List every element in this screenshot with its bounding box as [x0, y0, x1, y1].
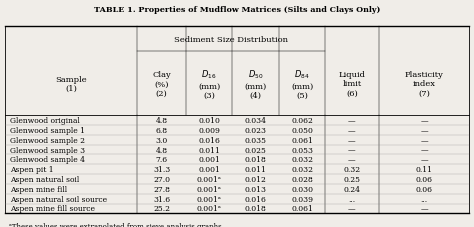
Text: 4.8: 4.8 [155, 146, 168, 154]
Text: 0.032: 0.032 [291, 156, 313, 164]
Text: 0.018: 0.018 [245, 205, 266, 212]
Text: 0.001ᵃ: 0.001ᵃ [197, 195, 221, 203]
Text: 0.25: 0.25 [344, 175, 360, 183]
Text: 31.6: 31.6 [153, 195, 170, 203]
Text: 0.028: 0.028 [291, 175, 313, 183]
Text: Glenwood original: Glenwood original [10, 117, 80, 125]
Text: Sample
(1): Sample (1) [55, 75, 87, 93]
Text: 0.11: 0.11 [416, 165, 432, 173]
Text: Aspen pit 1: Aspen pit 1 [10, 165, 54, 173]
Text: 0.039: 0.039 [291, 195, 313, 203]
Text: Glenwood sample 2: Glenwood sample 2 [10, 136, 85, 144]
Text: 0.016: 0.016 [245, 195, 266, 203]
Text: Clay
(%)
(2): Clay (%) (2) [152, 71, 171, 97]
Text: 0.062: 0.062 [291, 117, 313, 125]
Text: —: — [348, 146, 356, 154]
Text: 0.016: 0.016 [198, 136, 220, 144]
Text: —: — [348, 126, 356, 134]
Text: 0.24: 0.24 [344, 185, 360, 193]
Text: —: — [420, 156, 428, 164]
Text: 0.001ᵃ: 0.001ᵃ [197, 185, 221, 193]
Text: ...: ... [348, 195, 356, 203]
Text: 0.011: 0.011 [245, 165, 266, 173]
Text: 0.009: 0.009 [198, 126, 220, 134]
Text: Sediment Size Distribution: Sediment Size Distribution [174, 36, 288, 44]
Text: 0.023: 0.023 [245, 126, 266, 134]
Text: 0.061: 0.061 [291, 205, 313, 212]
Text: —: — [348, 117, 356, 125]
Text: 0.013: 0.013 [245, 185, 266, 193]
Text: 0.001ᵃ: 0.001ᵃ [197, 175, 221, 183]
Text: —: — [420, 205, 428, 212]
Text: —: — [348, 156, 356, 164]
Text: 3.0: 3.0 [155, 136, 168, 144]
Text: Aspen natural soil source: Aspen natural soil source [10, 195, 108, 203]
Text: 0.061: 0.061 [291, 136, 313, 144]
Text: Aspen mine fill: Aspen mine fill [10, 185, 68, 193]
Text: 7.6: 7.6 [155, 156, 168, 164]
Text: 0.32: 0.32 [343, 165, 361, 173]
Text: 0.025: 0.025 [245, 146, 266, 154]
Text: Liquid
limit
(6): Liquid limit (6) [338, 71, 365, 97]
Text: —: — [348, 136, 356, 144]
Text: 0.034: 0.034 [245, 117, 266, 125]
Text: 0.035: 0.035 [245, 136, 266, 144]
Text: Glenwood sample 4: Glenwood sample 4 [10, 156, 85, 164]
Text: 0.012: 0.012 [245, 175, 266, 183]
Text: 0.001: 0.001 [198, 156, 220, 164]
Text: 0.050: 0.050 [291, 126, 313, 134]
Text: TABLE 1. Properties of Mudflow Matrices (Silts and Clays Only): TABLE 1. Properties of Mudflow Matrices … [94, 6, 380, 14]
Text: 0.001: 0.001 [198, 165, 220, 173]
Text: 0.001ᵃ: 0.001ᵃ [197, 205, 221, 212]
Text: ...: ... [420, 195, 428, 203]
Text: Glenwood sample 1: Glenwood sample 1 [10, 126, 85, 134]
Text: $D_{50}$
(mm)
(4): $D_{50}$ (mm) (4) [245, 69, 267, 99]
Text: —: — [420, 146, 428, 154]
Text: ᵃThese values were extrapolated from sieve analysis graphs.: ᵃThese values were extrapolated from sie… [9, 222, 224, 227]
Text: 27.0: 27.0 [153, 175, 170, 183]
Text: 0.018: 0.018 [245, 156, 266, 164]
Text: Aspen natural soil: Aspen natural soil [10, 175, 80, 183]
Text: 6.8: 6.8 [155, 126, 168, 134]
Text: Glenwood sample 3: Glenwood sample 3 [10, 146, 85, 154]
Text: Plasticity
index
(7): Plasticity index (7) [404, 71, 443, 97]
Text: —: — [420, 136, 428, 144]
Text: 4.8: 4.8 [155, 117, 168, 125]
Text: $D_{84}$
(mm)
(5): $D_{84}$ (mm) (5) [291, 69, 313, 99]
Text: $D_{16}$
(mm)
(3): $D_{16}$ (mm) (3) [198, 69, 220, 99]
Text: 0.06: 0.06 [416, 185, 432, 193]
Text: 0.011: 0.011 [198, 146, 220, 154]
Text: 31.3: 31.3 [153, 165, 170, 173]
Text: —: — [420, 126, 428, 134]
Text: 25.2: 25.2 [153, 205, 170, 212]
Text: —: — [348, 205, 356, 212]
Text: —: — [420, 117, 428, 125]
Text: 27.8: 27.8 [153, 185, 170, 193]
Text: Aspen mine fill source: Aspen mine fill source [10, 205, 95, 212]
Text: 0.010: 0.010 [198, 117, 220, 125]
Text: 0.06: 0.06 [416, 175, 432, 183]
Text: 0.053: 0.053 [291, 146, 313, 154]
Text: 0.030: 0.030 [291, 185, 313, 193]
Text: 0.032: 0.032 [291, 165, 313, 173]
